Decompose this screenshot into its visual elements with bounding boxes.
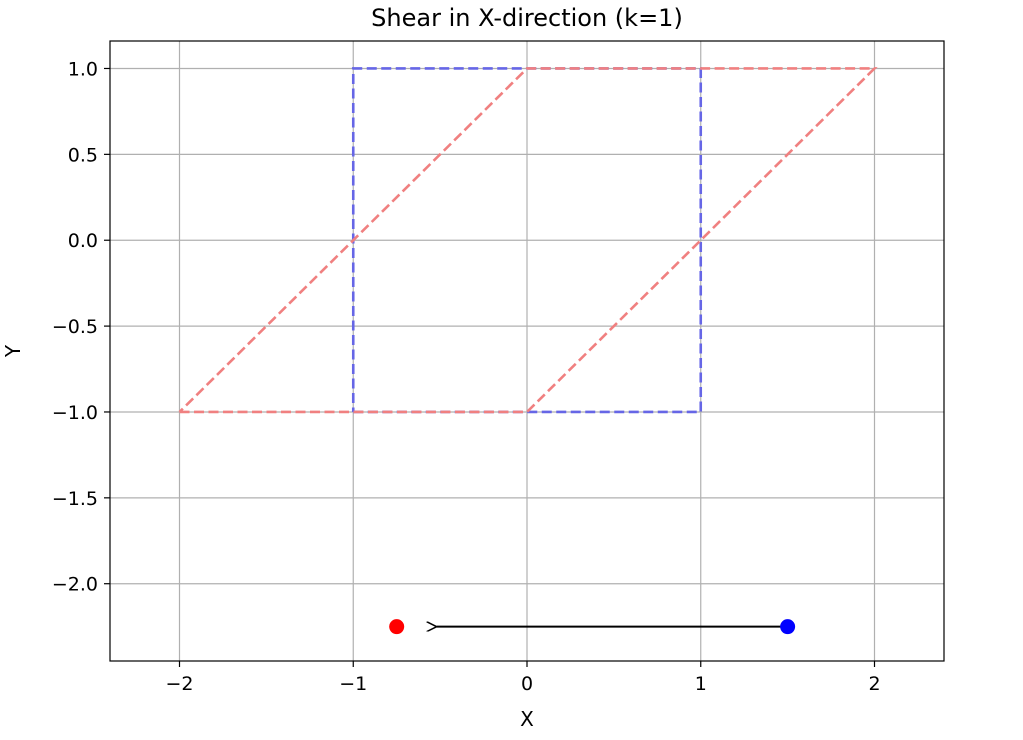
x-tick-label: −1: [339, 673, 367, 695]
end-point-marker: [389, 619, 405, 635]
y-axis-label: Y: [1, 344, 25, 358]
ticks: −2 −1 0 1 2 1.0 0.5 0.0 −0.5 −1.0 −1.5 −2.0: [52, 58, 881, 695]
y-tick-label: 0.0: [68, 230, 98, 252]
x-tick-label: 0: [521, 673, 533, 695]
y-tick-label: 1.0: [68, 58, 98, 80]
chart-title: Shear in X-direction (k=1): [371, 4, 683, 32]
sheared-parallelogram-outline: [178, 67, 878, 414]
x-tick-label: 1: [695, 673, 707, 695]
x-tick-label: 2: [868, 673, 880, 695]
series-group: [178, 67, 878, 414]
x-axis-label: X: [520, 707, 534, 731]
y-tick-label: −1.5: [52, 488, 98, 510]
grid: [110, 41, 944, 661]
y-tick-label: 0.5: [68, 144, 98, 166]
start-point-marker: [780, 619, 796, 635]
markers-group: [389, 619, 796, 635]
y-tick-label: −1.0: [52, 402, 98, 424]
y-tick-label: −0.5: [52, 316, 98, 338]
y-tick-label: −2.0: [52, 574, 98, 596]
x-tick-label: −2: [165, 673, 193, 695]
